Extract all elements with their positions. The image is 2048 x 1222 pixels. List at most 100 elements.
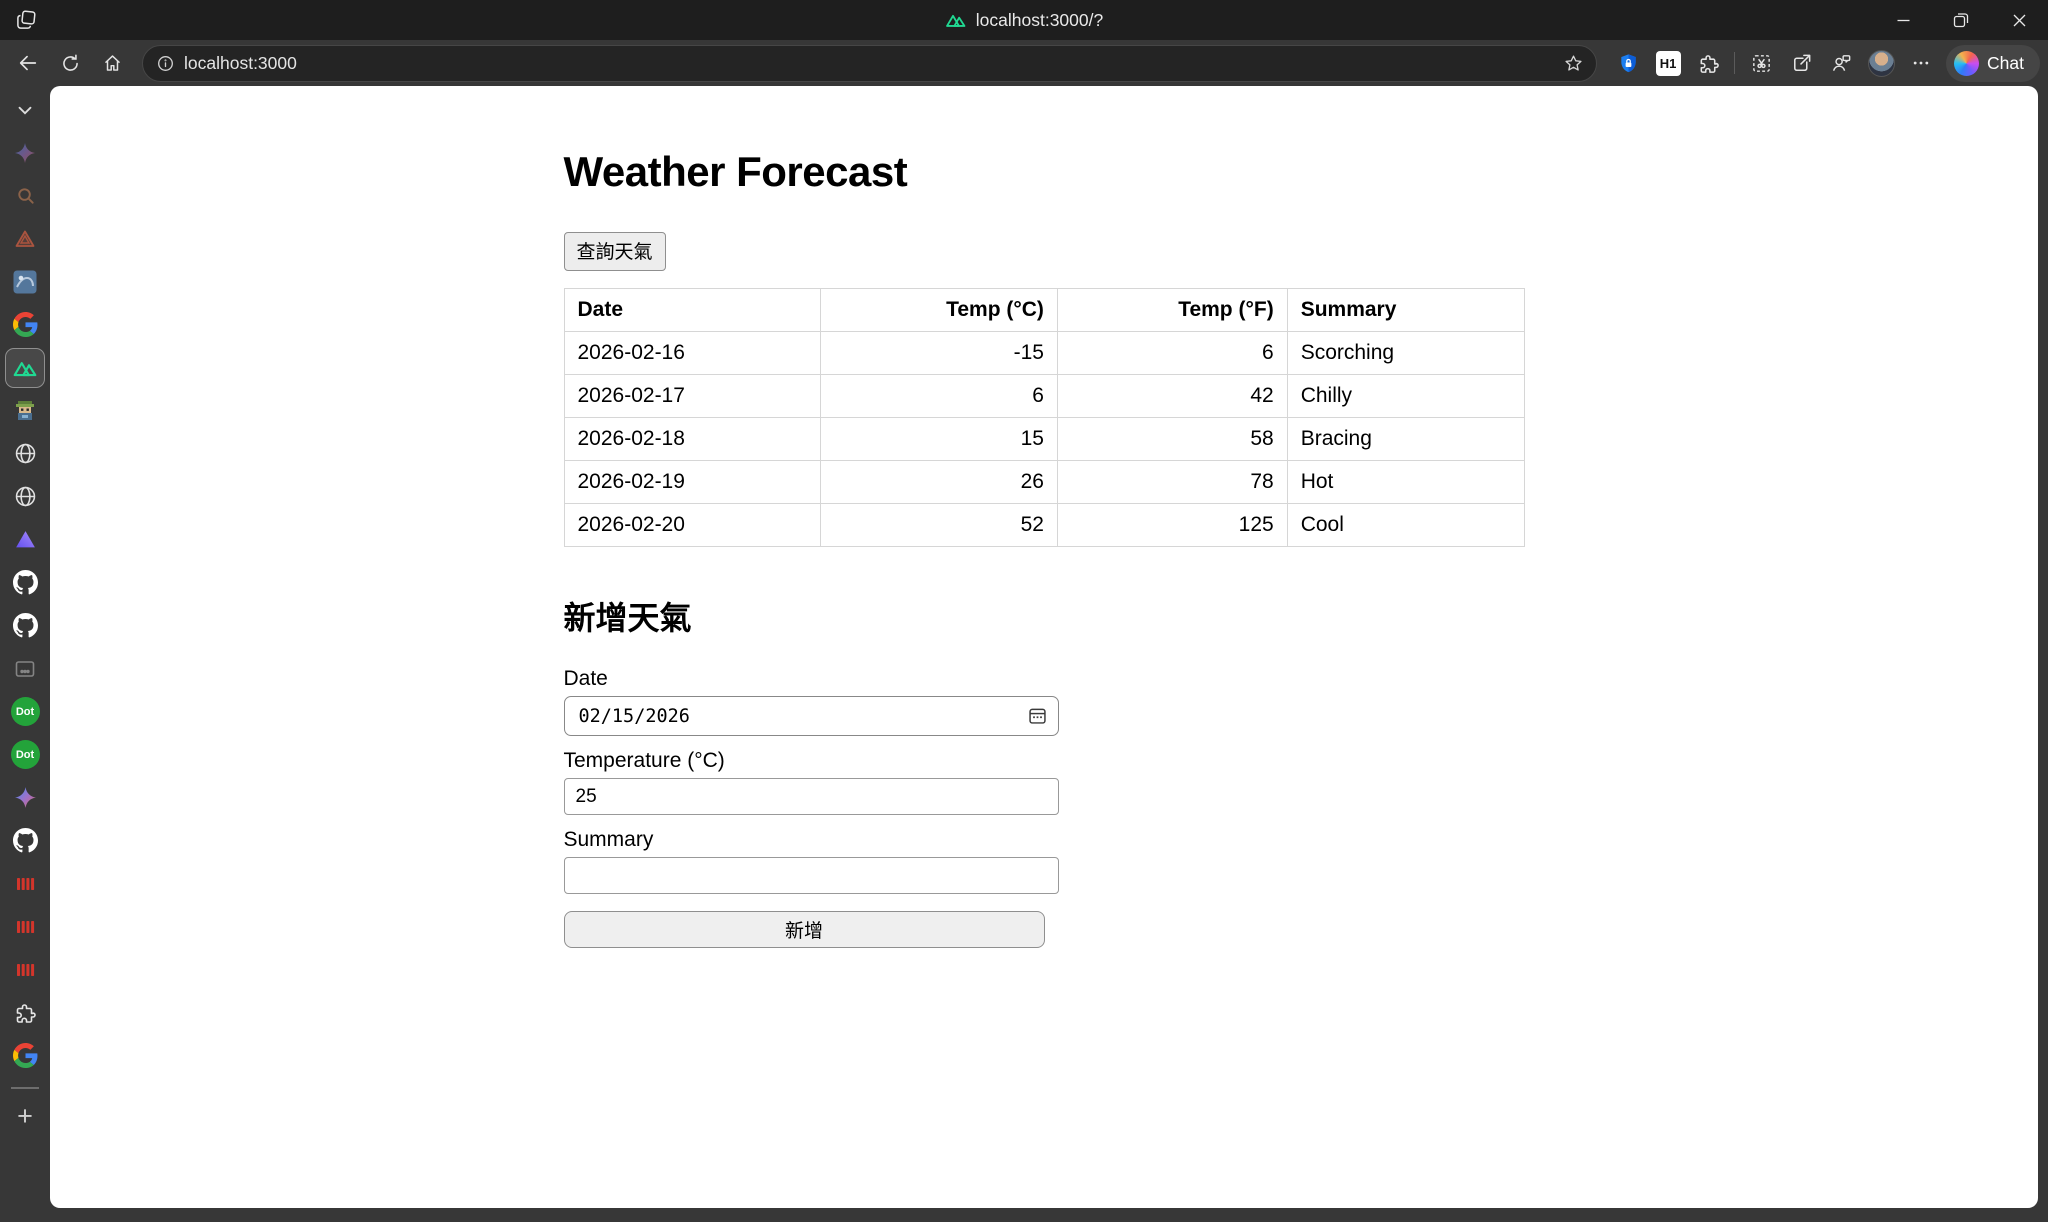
col-header-date: Date: [563, 288, 822, 332]
feedback-person-icon[interactable]: [1822, 44, 1860, 82]
site-info-icon[interactable]: [156, 54, 175, 73]
chevron-down-icon: [18, 106, 32, 115]
purple-triangle-icon: [15, 531, 35, 548]
table-row: 2026-02-18 15 58 Bracing: [563, 417, 1525, 461]
minimize-button[interactable]: [1874, 0, 1932, 40]
window-title: localhost:3000/?: [945, 0, 1103, 40]
search-icon: [17, 188, 34, 204]
browser-toolbar: localhost:3000 H1 Chat: [0, 40, 2048, 86]
chat-button-label: Chat: [1987, 52, 2024, 73]
window-title-text: localhost:3000/?: [975, 9, 1104, 30]
profile-avatar[interactable]: [1862, 44, 1900, 82]
url-text[interactable]: localhost:3000: [184, 52, 297, 73]
cell-temp-f: 125: [1056, 503, 1288, 547]
screenshot-snip-icon[interactable]: [1742, 44, 1780, 82]
table-row: 2026-02-19 26 78 Hot: [563, 460, 1525, 504]
cell-temp-f: 42: [1056, 374, 1288, 418]
github-icon: [12, 570, 38, 595]
cell-temp-f: 78: [1056, 460, 1288, 504]
gemini-star-icon: [15, 142, 35, 163]
new-tab-button[interactable]: +: [0, 1095, 50, 1138]
tab-window-dim[interactable]: [0, 647, 50, 690]
red-bars-icon: [17, 920, 35, 933]
vertical-tabs-sidebar: Dot Dot +: [0, 86, 50, 1222]
tab-artwork[interactable]: [0, 260, 50, 303]
tab-search-dim[interactable]: [0, 174, 50, 217]
web-content: Weather Forecast 查詢天氣 Date Temp (°C) Tem…: [50, 86, 2038, 1208]
cell-temp-c: 6: [820, 374, 1058, 418]
cell-date: 2026-02-18: [563, 417, 822, 461]
col-header-temp-f: Temp (°F): [1056, 288, 1288, 332]
refresh-button[interactable]: [50, 44, 90, 82]
globe-icon: [15, 486, 35, 507]
back-button[interactable]: [8, 44, 48, 82]
tab-puzzle[interactable]: [0, 991, 50, 1034]
collapse-sidebar-button[interactable]: [0, 88, 50, 131]
favorite-star-icon[interactable]: [1563, 53, 1584, 74]
summary-field: Summary: [563, 828, 1525, 894]
col-header-summary: Summary: [1286, 288, 1525, 332]
table-row: 2026-02-17 6 42 Chilly: [563, 374, 1525, 418]
tab-localhost-active[interactable]: [0, 346, 50, 389]
cell-date: 2026-02-20: [563, 503, 822, 547]
tab-triangle-dim[interactable]: [0, 217, 50, 260]
calendar-icon[interactable]: [1027, 705, 1048, 726]
summary-input[interactable]: [563, 857, 1059, 894]
tab-github-1[interactable]: [0, 561, 50, 604]
tab-google-1[interactable]: [0, 303, 50, 346]
browser-window-icon: [15, 660, 35, 677]
cell-temp-c: 26: [820, 460, 1058, 504]
puzzle-icon: [16, 1003, 36, 1023]
tab-redbars-3[interactable]: [0, 948, 50, 991]
add-weather-button[interactable]: 新增: [563, 911, 1045, 948]
cell-summary: Chilly: [1286, 374, 1525, 418]
date-input[interactable]: [563, 696, 1059, 736]
tab-gemini[interactable]: [0, 776, 50, 819]
table-header-row: Date Temp (°C) Temp (°F) Summary: [563, 288, 1525, 332]
nuxt-mountain-icon: [13, 361, 37, 376]
tab-dot-2[interactable]: Dot: [0, 733, 50, 776]
h1-extension-icon[interactable]: H1: [1649, 44, 1687, 82]
close-button[interactable]: [1990, 0, 2048, 40]
gemini-star-icon: [14, 787, 36, 808]
tab-dot-1[interactable]: Dot: [0, 690, 50, 733]
home-button[interactable]: [92, 44, 132, 82]
add-weather-heading: 新增天氣: [563, 600, 692, 636]
tab-globe-2[interactable]: [0, 475, 50, 518]
tab-pixel-character[interactable]: [0, 389, 50, 432]
address-bar[interactable]: localhost:3000: [142, 44, 1598, 82]
tab-redbars-2[interactable]: [0, 905, 50, 948]
tab-github-3[interactable]: [0, 819, 50, 862]
col-header-temp-c: Temp (°C): [820, 288, 1058, 332]
google-g-icon: [12, 312, 37, 337]
cell-summary: Scorching: [1286, 331, 1525, 375]
password-shield-icon[interactable]: [1609, 44, 1647, 82]
query-weather-button[interactable]: 查詢天氣: [563, 232, 666, 271]
sidebar-divider: [11, 1087, 39, 1089]
tab-github-2[interactable]: [0, 604, 50, 647]
page-title: Weather Forecast: [563, 148, 908, 195]
tab-purple-triangle[interactable]: [0, 518, 50, 561]
copilot-chat-button[interactable]: Chat: [1946, 44, 2040, 82]
red-bars-icon: [17, 963, 35, 976]
picture-icon: [13, 270, 37, 293]
tab-globe-1[interactable]: [0, 432, 50, 475]
extensions-puzzle-icon[interactable]: [1689, 44, 1727, 82]
dot-logo-icon: Dot: [10, 697, 40, 726]
cell-date: 2026-02-19: [563, 460, 822, 504]
cell-temp-c: -15: [820, 331, 1058, 375]
tab-stack-icon[interactable]: [14, 8, 38, 32]
cell-temp-c: 15: [820, 417, 1058, 461]
share-icon[interactable]: [1782, 44, 1820, 82]
date-field: Date: [563, 667, 1525, 736]
dot-logo-icon: Dot: [10, 740, 40, 769]
tab-gemini-dim[interactable]: [0, 131, 50, 174]
plus-icon: +: [17, 1101, 33, 1131]
cell-temp-f: 6: [1056, 331, 1288, 375]
temperature-input[interactable]: [563, 778, 1059, 815]
restore-button[interactable]: [1932, 0, 1990, 40]
github-icon: [12, 828, 38, 853]
settings-menu-icon[interactable]: [1902, 44, 1940, 82]
tab-google-2[interactable]: [0, 1034, 50, 1077]
tab-redbars-1[interactable]: [0, 862, 50, 905]
